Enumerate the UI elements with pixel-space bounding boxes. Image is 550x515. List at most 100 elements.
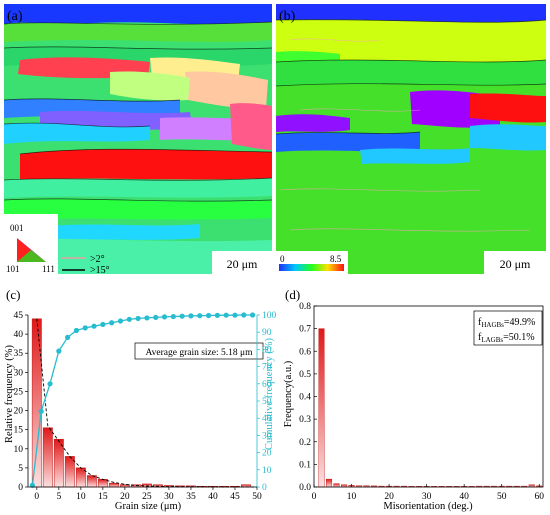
scale-bar-b: 20 μm — [484, 251, 546, 274]
ipf-key-111: 111 — [42, 264, 55, 274]
c-x-tick-label: 0 — [34, 492, 39, 502]
c-cumulative-point — [82, 325, 88, 331]
d-y-tick-label: 0.4 — [299, 393, 311, 403]
c-cumulative-point — [153, 314, 159, 321]
d-y-tick-label: 0.1 — [299, 460, 311, 470]
c-cumulative-point — [56, 348, 62, 354]
c-y-tick-label: 40 — [14, 330, 24, 340]
d-legend-box: fHAGBs=49.9% fLAGBs=50.1% — [473, 310, 543, 346]
c-cumulative-point — [205, 312, 212, 319]
c-fit-curve — [36, 318, 258, 488]
c-y2-axis-title: Cumulative frequency (%) — [264, 338, 275, 450]
c-cumulative-point — [214, 312, 220, 318]
boundary-legend: >2° >15° — [62, 254, 110, 276]
panel-d-label: (d) — [285, 287, 300, 302]
c-y2-tick-label: 90 — [262, 328, 272, 338]
c-y-tick-label: 35 — [14, 349, 24, 359]
c-cumulative-point — [170, 313, 176, 320]
c-x-axis-title: Grain size (μm) — [115, 501, 182, 512]
c-y-tick-label: 20 — [14, 407, 24, 417]
c-cumulative-point — [161, 314, 168, 320]
d-x-tick-label: 40 — [459, 492, 469, 502]
c-bar — [64, 456, 75, 488]
ipf-color-key: 001 101 111 — [4, 214, 58, 274]
d-x-tick-label: 20 — [384, 492, 394, 502]
chart-grain-size: (c) Relative frequency (%) Cumulative fr… — [4, 287, 277, 512]
d-x-tick-label: 60 — [534, 492, 544, 502]
c-x-tick-label: 10 — [76, 492, 86, 502]
c-cumulative-point — [91, 323, 97, 329]
c-x-tick-label: 15 — [98, 492, 108, 502]
c-cumulative-point — [179, 313, 185, 319]
c-bar — [42, 427, 53, 488]
c-y2-tick-label: 60 — [262, 380, 272, 390]
c-y-tick-label: 10 — [14, 445, 24, 455]
c-y2-tick-label: 10 — [262, 466, 272, 476]
c-y2-tick-label: 80 — [262, 345, 272, 355]
c-y2-tick-label: 30 — [262, 431, 272, 441]
ipf-key-101: 101 — [6, 264, 20, 274]
c-y2-tick-label: 70 — [262, 363, 272, 373]
c-y-tick-label: 5 — [18, 464, 23, 474]
kam-scale: 0 8.5 — [276, 251, 348, 274]
d-bar — [326, 478, 333, 488]
c-x-tick-label: 45 — [230, 492, 240, 502]
c-x-tick-label: 5 — [56, 492, 61, 502]
d-y-tick-label: 0.5 — [299, 370, 311, 380]
d-y-tick-label: 0.8 — [299, 302, 311, 312]
c-cumulative-point — [126, 316, 132, 322]
c-y2-tick-label: 40 — [262, 414, 272, 424]
panel-a-label: (a) — [7, 9, 23, 24]
c-cumulative-point — [29, 482, 36, 488]
c-cumulative-point — [249, 312, 256, 318]
kam-scale-min: 0 — [280, 254, 285, 264]
kam-scale-max: 8.5 — [330, 254, 342, 264]
c-cumulative-point — [197, 313, 203, 319]
d-x-axis-title: Misorientation (deg.) — [383, 501, 473, 512]
c-bar — [75, 467, 86, 488]
chart-misorientation: (d) Frequency(a.u.) Misorientation (deg.… — [283, 287, 544, 512]
c-cumulative-point — [65, 334, 71, 340]
c-cumulative-point — [73, 327, 80, 334]
d-bar — [333, 483, 340, 488]
d-y-tick-label: 0.3 — [299, 415, 311, 425]
d-x-tick-label: 10 — [347, 492, 357, 502]
c-y-tick-label: 25 — [14, 387, 24, 397]
d-bar — [318, 328, 325, 488]
c-bar — [86, 475, 97, 488]
d-y-tick-label: 0.7 — [299, 325, 311, 335]
c-annotation: Average grain size: 5.18 μm — [145, 348, 253, 358]
c-y-axis-title: Relative frequency (%) — [4, 345, 15, 443]
d-y-tick-label: 0.6 — [299, 347, 311, 357]
c-x-tick-label: 35 — [186, 492, 196, 502]
ipf-map — [4, 4, 272, 274]
c-y2-tick-label: 0 — [262, 483, 267, 493]
c-y2-tick-label: 20 — [262, 449, 272, 459]
scale-bar-b-label: 20 μm — [500, 257, 531, 271]
kam-map — [276, 4, 546, 274]
c-cumulative-point — [232, 312, 238, 318]
d-y-axis-title: Frequency(a.u.) — [283, 360, 294, 427]
c-x-tick-label: 40 — [208, 492, 218, 502]
c-y-tick-label: 0 — [18, 483, 23, 493]
ipf-key-001: 001 — [10, 223, 24, 233]
c-bar — [97, 479, 108, 488]
c-cumulative-point — [109, 320, 115, 326]
d-y-tick-label: 0.0 — [299, 483, 311, 493]
panel-c-label: (c) — [6, 287, 20, 302]
boundary-legend-lagb: >2° — [90, 254, 105, 265]
scale-bar-a-label: 20 μm — [227, 257, 258, 271]
c-annotation-box: Average grain size: 5.18 μm — [134, 342, 264, 360]
d-x-tick-label: 50 — [497, 492, 507, 502]
c-y2-tick-label: 100 — [262, 311, 277, 321]
c-cumulative-point — [144, 315, 150, 321]
c-cumulative-point — [223, 312, 229, 318]
c-cumulative-point — [100, 321, 106, 328]
c-cumulative-point — [117, 318, 124, 324]
c-cumulative-point — [188, 313, 194, 319]
c-y-tick-label: 45 — [14, 311, 24, 321]
scale-bar-a: 20 μm — [212, 251, 272, 274]
panel-b-label: (b) — [279, 9, 296, 24]
d-legend-hagb: fHAGBs=49.9% — [478, 317, 535, 329]
